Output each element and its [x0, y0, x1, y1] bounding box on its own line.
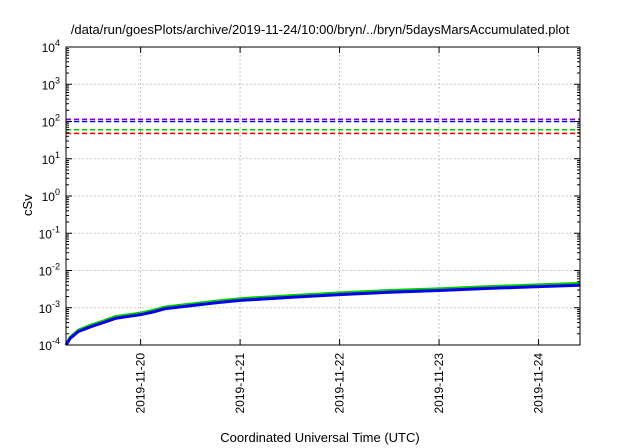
- y-tick-label: 10-1: [39, 224, 60, 241]
- y-tick-label: 10-4: [39, 336, 60, 353]
- y-tick-label: 102: [42, 113, 60, 130]
- x-tick-label: 2019-11-21: [233, 353, 247, 414]
- y-tick-label: 10-2: [39, 262, 60, 279]
- x-tick-label: 2019-11-23: [432, 353, 446, 414]
- y-tick-label: 101: [42, 150, 60, 167]
- x-tick-label: 2019-11-20: [134, 353, 148, 414]
- x-ticks: 2019-11-20 2019-11-21 2019-11-22 2019-11-23…: [134, 47, 546, 414]
- x-tick-label: 2019-11-24: [532, 353, 546, 414]
- y-tick-label: 103: [42, 75, 60, 92]
- x-tick-label: 2019-11-22: [333, 353, 347, 414]
- y-tick-label: 10-3: [39, 299, 60, 316]
- y-tick-label: 104: [42, 38, 60, 55]
- chart-title: /data/run/goesPlots/archive/2019-11-24/1…: [70, 22, 570, 37]
- threshold-lines: [66, 118, 580, 135]
- x-axis-label: Coordinated Universal Time (UTC): [220, 430, 420, 445]
- y-tick-label: 100: [42, 187, 60, 204]
- y-ticks: 10-4 10-3 10-2 10-1 100 101 102 103 104: [39, 38, 580, 353]
- grid: [66, 47, 580, 345]
- series-lines: [64, 281, 581, 346]
- series-line: [64, 283, 581, 346]
